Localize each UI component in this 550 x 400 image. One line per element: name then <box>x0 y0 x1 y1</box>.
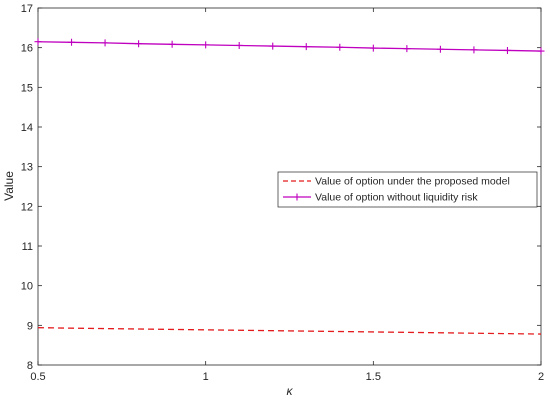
y-tick-label: 17 <box>21 3 33 15</box>
legend-label-without-liquidity-risk: Value of option without liquidity risk <box>315 192 478 204</box>
series-line-0 <box>37 327 542 335</box>
x-tick-label: 1.5 <box>366 371 381 383</box>
y-tick-label: 10 <box>21 281 33 293</box>
series-1-point <box>369 44 377 52</box>
y-tick-label: 8 <box>27 360 33 372</box>
series-1-point <box>537 47 545 55</box>
series-1-point <box>34 38 42 46</box>
series-1-point <box>436 45 444 53</box>
legend-marker-without-liquidity-risk <box>293 193 301 201</box>
y-axis-label: Value <box>2 171 16 201</box>
y-tick-label: 15 <box>21 82 33 94</box>
x-axis: 0.5 1 1.5 2 <box>30 8 544 383</box>
series-1-point <box>302 43 310 51</box>
series-line-1 <box>37 41 542 52</box>
y-tick-label: 9 <box>27 320 33 332</box>
x-tick-label: 2 <box>538 371 544 383</box>
y-tick-label: 14 <box>21 122 33 134</box>
series-1-point <box>235 41 243 49</box>
series-1-point <box>470 46 478 54</box>
series-1-point <box>503 46 511 54</box>
series-1-point <box>101 39 109 47</box>
y-tick-label: 11 <box>22 241 33 253</box>
legend-box <box>277 171 538 208</box>
x-tick-label: 0.5 <box>30 371 45 383</box>
x-axis-label: κ <box>287 384 294 398</box>
legend: Value of option under the proposed model… <box>277 171 538 208</box>
y-axis: 8 9 10 11 12 13 14 15 16 17 <box>21 3 541 372</box>
y-tick-label: 12 <box>21 201 33 213</box>
series-1-point <box>269 42 277 50</box>
series-1-point <box>168 40 176 48</box>
series-1-point <box>68 38 76 46</box>
y-tick-label: 13 <box>21 162 33 174</box>
legend-label-proposed-model: Value of option under the proposed model <box>315 176 510 188</box>
series-1-point <box>135 40 143 48</box>
series-1-point <box>336 43 344 51</box>
series-1-point <box>403 45 411 53</box>
series-1-point <box>202 41 210 49</box>
series-layer <box>34 38 545 335</box>
x-tick-label: 1 <box>203 371 209 383</box>
y-tick-label: 16 <box>21 43 33 55</box>
